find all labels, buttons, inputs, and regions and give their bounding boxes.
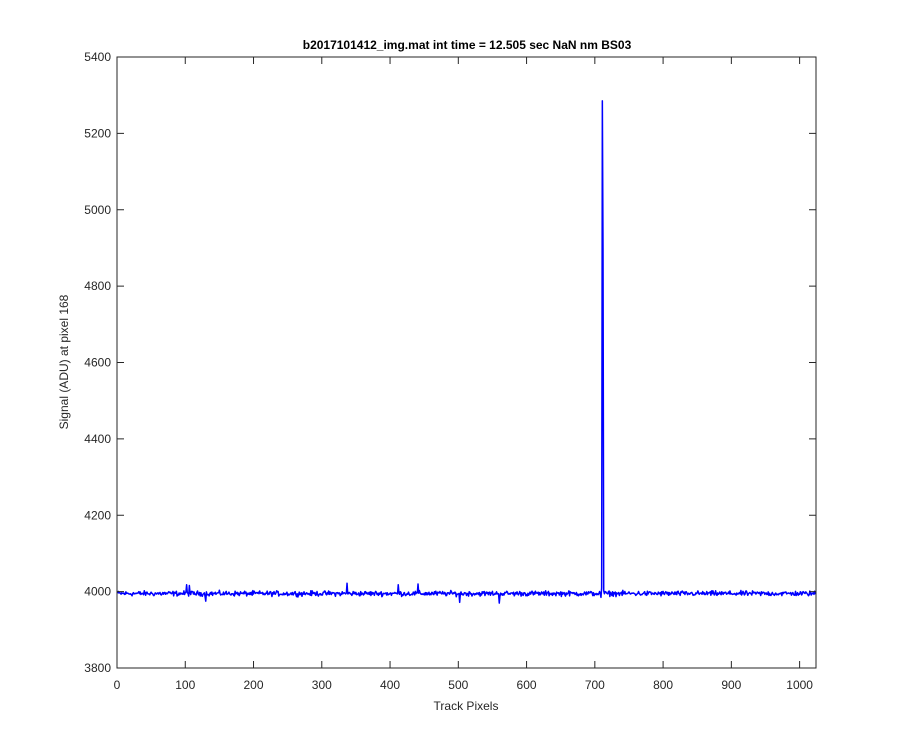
y-tick-label: 4800 (84, 279, 111, 293)
plot-background (117, 57, 816, 668)
x-tick-label: 0 (114, 678, 121, 692)
y-tick-label: 5000 (84, 203, 111, 217)
x-tick-label: 900 (721, 678, 741, 692)
x-tick-label: 300 (312, 678, 332, 692)
x-tick-label: 100 (175, 678, 195, 692)
x-tick-label: 400 (380, 678, 400, 692)
x-tick-label: 1000 (786, 678, 813, 692)
x-tick-label: 800 (653, 678, 673, 692)
x-tick-label: 700 (585, 678, 605, 692)
x-axis: 0 100 200 300 400 500 600 700 800 900 1000 (114, 57, 813, 692)
y-axis-label: Signal (ADU) at pixel 168 (57, 294, 71, 429)
y-tick-label: 5200 (84, 126, 111, 140)
chart-title: b2017101412_img.mat int time = 12.505 se… (303, 38, 632, 52)
y-tick-label: 4400 (84, 432, 111, 446)
y-axis: 3800 4000 4200 4400 4600 4800 5000 5200 5400 (84, 50, 816, 675)
series-layer (116, 100, 817, 604)
y-tick-label: 4600 (84, 356, 111, 370)
plot-area: 0 100 200 300 400 500 600 700 800 900 1000 3800 400… (84, 50, 817, 692)
y-tick-label: 3800 (84, 661, 111, 675)
y-tick-label: 4200 (84, 508, 111, 522)
x-tick-label: 600 (517, 678, 537, 692)
x-tick-label: 500 (448, 678, 468, 692)
x-tick-label: 200 (244, 678, 264, 692)
y-tick-label: 4000 (84, 585, 111, 599)
y-tick-label: 5400 (84, 50, 111, 64)
series-line (116, 100, 817, 604)
x-axis-label: Track Pixels (434, 699, 499, 713)
